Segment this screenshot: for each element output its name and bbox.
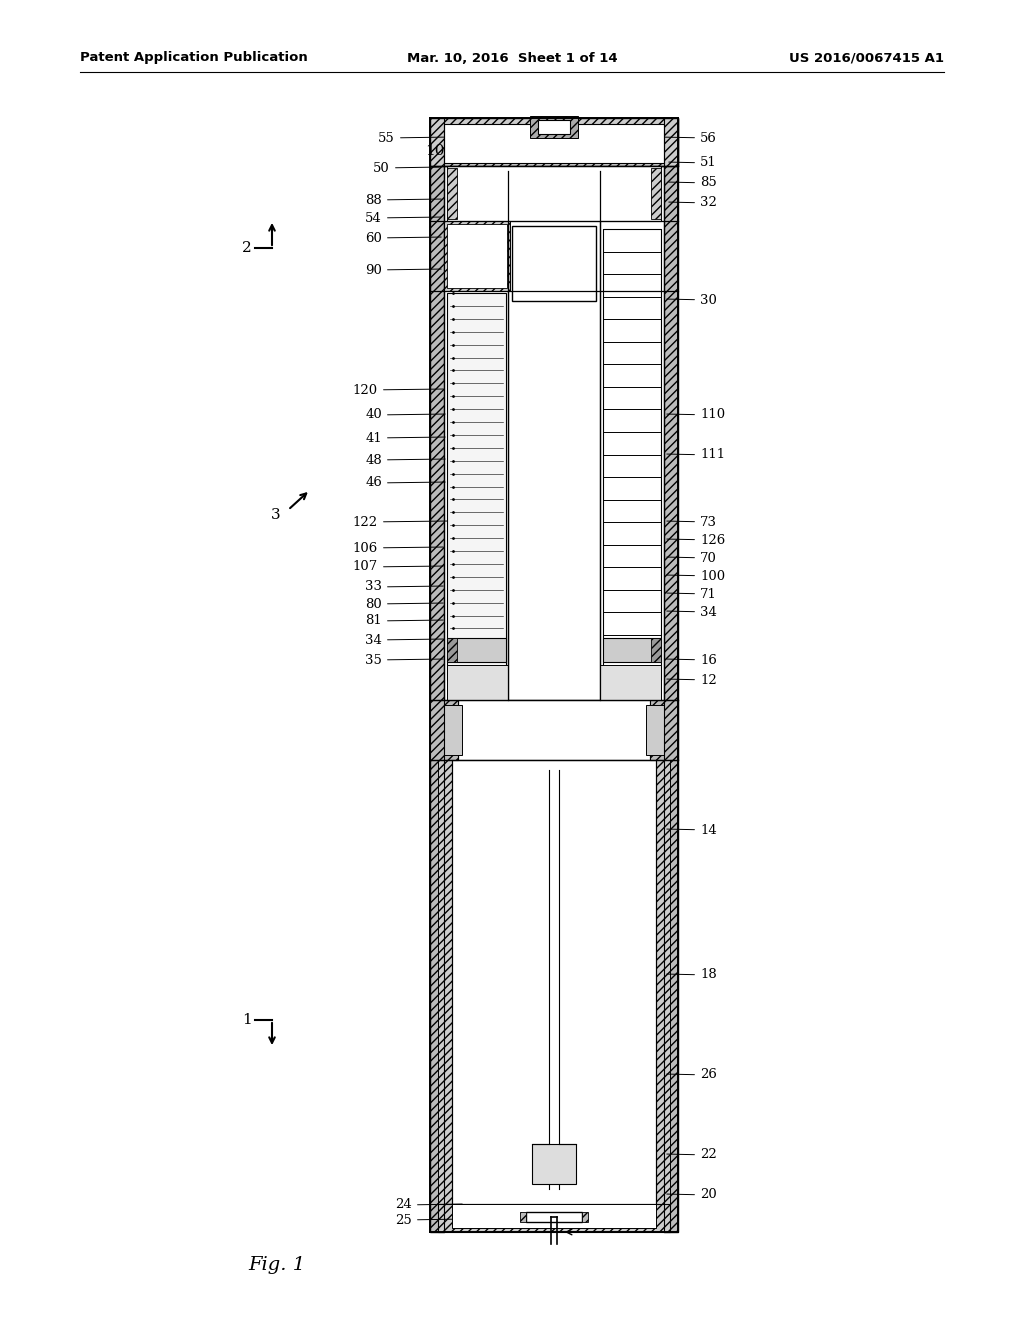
Bar xyxy=(430,700,458,760)
Text: 22: 22 xyxy=(667,1148,717,1162)
Bar xyxy=(438,760,452,1204)
Text: 20: 20 xyxy=(667,1188,717,1201)
Bar xyxy=(646,705,664,755)
Text: 10: 10 xyxy=(426,144,445,158)
Text: Patent Application Publication: Patent Application Publication xyxy=(80,51,308,65)
Bar xyxy=(447,665,508,700)
Bar xyxy=(447,224,507,288)
Bar xyxy=(664,117,678,1232)
Bar xyxy=(526,1212,582,1222)
Text: 51: 51 xyxy=(669,157,717,169)
Text: 35: 35 xyxy=(366,653,443,667)
Bar xyxy=(452,760,656,1204)
Text: 18: 18 xyxy=(667,969,717,982)
Bar xyxy=(458,700,650,760)
Text: 70: 70 xyxy=(667,552,717,565)
Bar xyxy=(508,172,600,700)
Bar xyxy=(444,124,664,162)
Bar xyxy=(452,1204,656,1228)
Text: 34: 34 xyxy=(667,606,717,619)
Text: 2: 2 xyxy=(243,242,252,255)
Bar xyxy=(530,116,578,139)
Bar xyxy=(447,166,662,220)
Text: 81: 81 xyxy=(366,615,443,627)
Text: 106: 106 xyxy=(352,541,443,554)
Bar xyxy=(444,220,510,290)
Text: 122: 122 xyxy=(353,516,447,528)
Bar xyxy=(651,638,662,663)
Bar xyxy=(656,760,670,1204)
Text: 12: 12 xyxy=(667,673,717,686)
Text: 3: 3 xyxy=(270,508,280,521)
Text: 1: 1 xyxy=(243,1012,252,1027)
Text: 25: 25 xyxy=(395,1213,462,1226)
Text: 126: 126 xyxy=(667,533,725,546)
Text: 110: 110 xyxy=(667,408,725,421)
Text: 71: 71 xyxy=(667,587,717,601)
Bar xyxy=(603,638,662,663)
Bar xyxy=(532,1144,575,1184)
Bar xyxy=(430,117,678,166)
Bar xyxy=(447,638,457,663)
Text: 30: 30 xyxy=(667,293,717,306)
Text: 88: 88 xyxy=(366,194,441,206)
Text: 60: 60 xyxy=(366,231,441,244)
Text: 90: 90 xyxy=(366,264,441,276)
Text: Fig. 1: Fig. 1 xyxy=(248,1257,305,1274)
Text: 14: 14 xyxy=(667,824,717,837)
Bar xyxy=(603,228,662,680)
Text: 54: 54 xyxy=(366,211,441,224)
Bar xyxy=(520,1212,526,1222)
Bar xyxy=(512,226,596,301)
Bar xyxy=(600,665,662,700)
Bar xyxy=(447,293,506,680)
Text: 40: 40 xyxy=(366,408,445,421)
Bar xyxy=(447,168,457,219)
Text: 120: 120 xyxy=(353,384,443,396)
Bar xyxy=(447,638,506,663)
Bar xyxy=(430,117,444,1232)
Text: 32: 32 xyxy=(669,197,717,210)
Text: 46: 46 xyxy=(366,477,445,490)
Bar xyxy=(582,1212,588,1222)
Text: 85: 85 xyxy=(669,177,717,190)
Text: 100: 100 xyxy=(667,569,725,582)
Text: 80: 80 xyxy=(366,598,443,610)
Text: Mar. 10, 2016  Sheet 1 of 14: Mar. 10, 2016 Sheet 1 of 14 xyxy=(407,51,617,65)
Text: 26: 26 xyxy=(667,1068,717,1081)
Text: 73: 73 xyxy=(667,516,717,528)
Text: 24: 24 xyxy=(395,1199,462,1212)
Text: 48: 48 xyxy=(366,454,445,466)
Bar xyxy=(444,705,462,755)
Text: 41: 41 xyxy=(366,432,445,445)
Bar xyxy=(438,1204,670,1232)
Text: 50: 50 xyxy=(374,161,439,174)
Text: 33: 33 xyxy=(365,581,443,594)
Text: 34: 34 xyxy=(366,634,443,647)
Text: 107: 107 xyxy=(352,561,443,573)
Text: US 2016/0067415 A1: US 2016/0067415 A1 xyxy=(790,51,944,65)
Text: 16: 16 xyxy=(667,653,717,667)
Text: 111: 111 xyxy=(667,449,725,462)
Bar xyxy=(650,700,678,760)
Text: 55: 55 xyxy=(378,132,450,144)
Bar xyxy=(538,120,570,135)
Bar xyxy=(651,168,662,219)
Text: 56: 56 xyxy=(660,132,717,144)
